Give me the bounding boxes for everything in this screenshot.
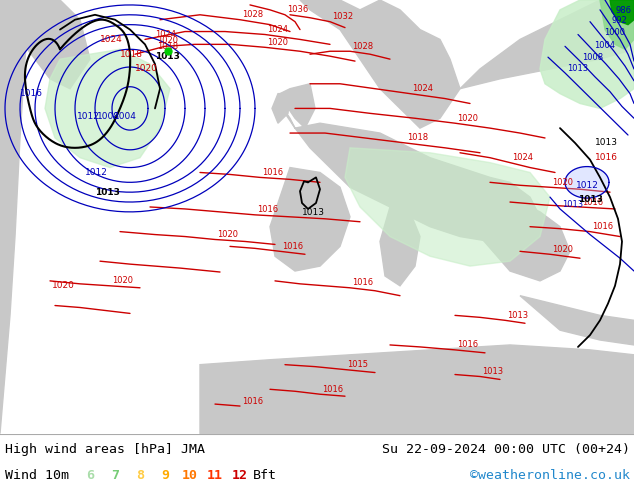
Text: 1016: 1016	[20, 89, 43, 98]
Text: 1024: 1024	[267, 25, 288, 34]
Text: 1012: 1012	[77, 112, 100, 121]
Text: 1018: 1018	[157, 42, 178, 51]
Polygon shape	[280, 103, 540, 246]
Text: High wind areas [hPa] JMA: High wind areas [hPa] JMA	[5, 443, 205, 456]
Text: 1013: 1013	[507, 311, 528, 320]
Text: 1028: 1028	[242, 10, 263, 19]
Text: 1032: 1032	[332, 12, 353, 21]
Text: 1016: 1016	[582, 197, 603, 207]
Polygon shape	[600, 0, 634, 49]
Text: 1036: 1036	[287, 5, 308, 14]
Polygon shape	[280, 84, 315, 128]
Text: 986: 986	[616, 6, 632, 15]
Text: 1020: 1020	[552, 178, 573, 187]
Text: 9: 9	[161, 469, 169, 483]
Text: 1020: 1020	[552, 245, 573, 254]
Polygon shape	[272, 94, 290, 123]
Text: 12: 12	[232, 469, 248, 483]
Text: 1020: 1020	[457, 114, 478, 123]
Text: 992: 992	[612, 16, 628, 25]
Polygon shape	[270, 168, 350, 271]
Text: 8: 8	[136, 469, 144, 483]
Text: 6: 6	[86, 469, 94, 483]
Text: 1016: 1016	[242, 396, 263, 406]
Text: 1015: 1015	[347, 360, 368, 369]
Text: 1020: 1020	[135, 65, 158, 74]
Polygon shape	[200, 345, 634, 434]
Text: 1004: 1004	[114, 112, 137, 121]
Polygon shape	[300, 0, 460, 128]
Text: Wind 10m: Wind 10m	[5, 469, 69, 483]
Text: 1013: 1013	[302, 208, 325, 218]
Text: ©weatheronline.co.uk: ©weatheronline.co.uk	[470, 469, 630, 483]
Text: 1013: 1013	[567, 65, 588, 74]
Polygon shape	[610, 0, 634, 24]
Text: 1008: 1008	[582, 52, 603, 62]
Text: 11: 11	[207, 469, 223, 483]
Polygon shape	[345, 148, 550, 266]
Text: 1008: 1008	[97, 112, 120, 121]
Text: 1020: 1020	[267, 38, 288, 47]
Text: 1020: 1020	[157, 36, 178, 45]
Polygon shape	[0, 0, 30, 434]
Polygon shape	[460, 187, 570, 281]
Polygon shape	[0, 0, 90, 89]
Text: 1024: 1024	[155, 30, 176, 39]
Text: Su 22-09-2024 00:00 UTC (00+24): Su 22-09-2024 00:00 UTC (00+24)	[382, 443, 630, 456]
Text: 1016: 1016	[322, 385, 343, 394]
Text: 1000: 1000	[604, 28, 625, 37]
Text: 1020: 1020	[217, 230, 238, 239]
Text: 1016: 1016	[595, 153, 618, 162]
Polygon shape	[460, 0, 634, 89]
Text: 10: 10	[182, 469, 198, 483]
Polygon shape	[45, 49, 170, 168]
Text: 1016: 1016	[282, 242, 303, 251]
Polygon shape	[565, 167, 609, 198]
Text: 1024: 1024	[100, 35, 123, 44]
Polygon shape	[520, 295, 634, 345]
Text: 1013: 1013	[155, 51, 180, 61]
Text: 1018: 1018	[120, 49, 143, 59]
Text: 1013: 1013	[95, 188, 120, 196]
Text: 1024: 1024	[412, 84, 433, 93]
Text: 1016: 1016	[352, 278, 373, 287]
Text: 1020: 1020	[52, 281, 75, 290]
Text: 1013: 1013	[562, 200, 583, 210]
Text: 1013: 1013	[595, 138, 618, 147]
Text: 7: 7	[111, 469, 119, 483]
Text: 1028: 1028	[352, 42, 373, 51]
Text: 1020: 1020	[112, 276, 133, 285]
Text: 1016: 1016	[262, 168, 283, 177]
Polygon shape	[540, 0, 634, 108]
Text: 1024: 1024	[512, 153, 533, 162]
Text: 1012: 1012	[85, 168, 108, 177]
Text: 1016: 1016	[257, 205, 278, 215]
Polygon shape	[380, 207, 420, 286]
Text: 1013: 1013	[482, 367, 503, 376]
Text: Bft: Bft	[253, 469, 277, 483]
Text: 1016: 1016	[457, 341, 478, 349]
Text: 1012: 1012	[576, 181, 599, 190]
Text: 1013: 1013	[578, 195, 603, 203]
Text: 1004: 1004	[594, 41, 615, 50]
Text: 1016: 1016	[592, 222, 613, 231]
Text: 1018: 1018	[407, 133, 428, 143]
